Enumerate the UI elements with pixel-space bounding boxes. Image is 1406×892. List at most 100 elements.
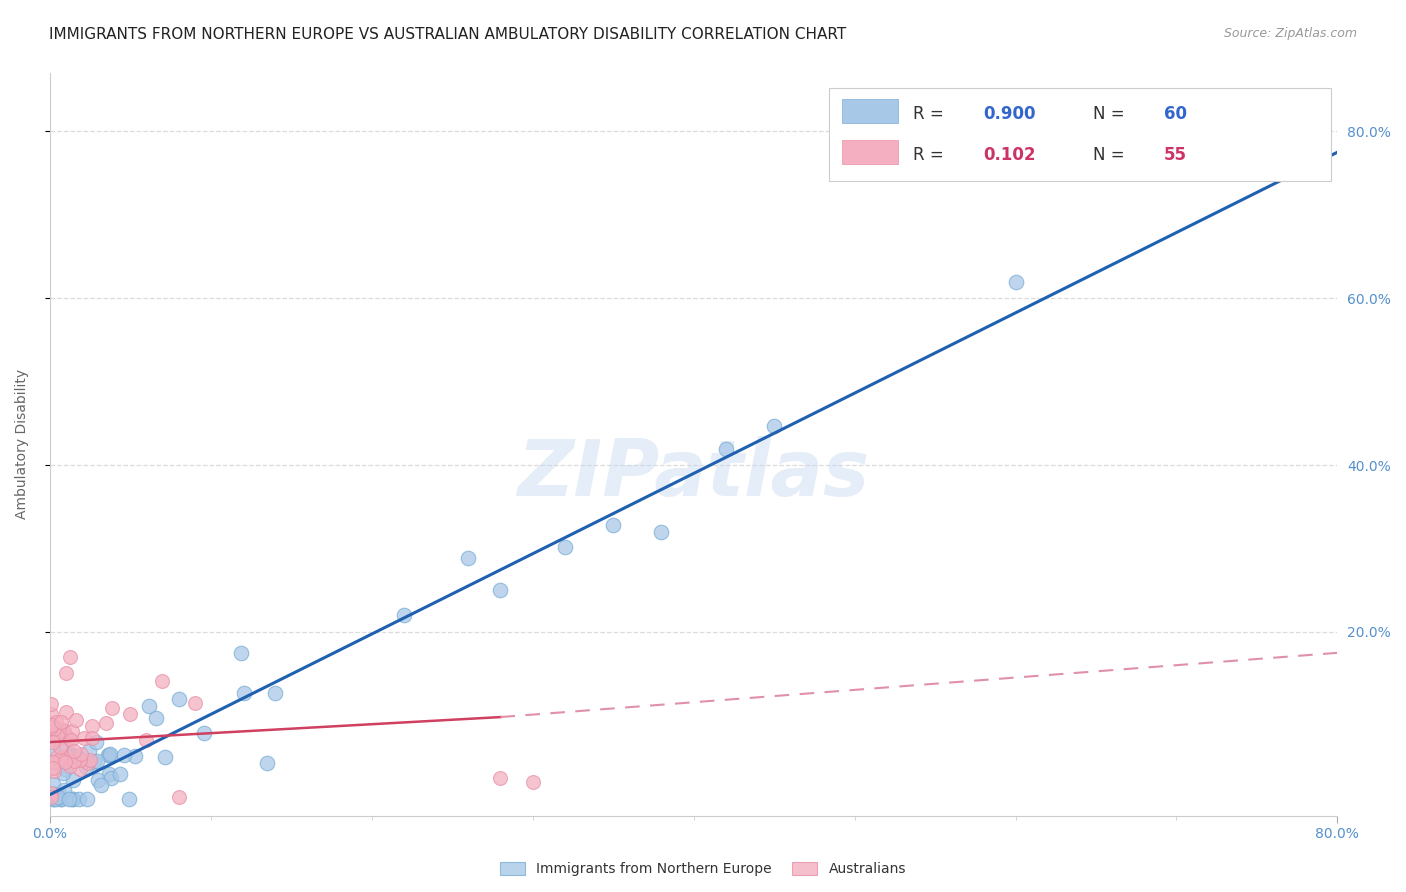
- Point: [82, 719, 104, 733]
- Text: R =: R =: [912, 105, 949, 123]
- Point: [62, 792, 84, 806]
- Point: [77, 756, 100, 770]
- Point: [120, 707, 142, 722]
- Point: [45, 792, 67, 806]
- Point: [90, 778, 112, 792]
- Point: [63, 744, 86, 758]
- Point: [53, 762, 76, 776]
- Point: [62, 773, 84, 788]
- Point: [55, 751, 77, 765]
- Text: IMMIGRANTS FROM NORTHERN EUROPE VS AUSTRALIAN AMBULATORY DISABILITY CORRELATION : IMMIGRANTS FROM NORTHERN EUROPE VS AUSTR…: [49, 27, 846, 42]
- Text: N =: N =: [1092, 145, 1129, 163]
- Text: 55: 55: [1164, 145, 1187, 163]
- Point: [86, 735, 108, 749]
- Text: N =: N =: [1092, 105, 1129, 123]
- Point: [58, 731, 80, 745]
- Point: [77, 744, 100, 758]
- Point: [42, 722, 65, 736]
- Point: [41, 717, 63, 731]
- Point: [56, 748, 79, 763]
- Point: [45, 714, 67, 729]
- Point: [457, 550, 479, 565]
- Point: [41, 718, 63, 732]
- Point: [65, 714, 87, 728]
- Point: [392, 608, 415, 623]
- Point: [554, 541, 576, 555]
- Point: [69, 753, 91, 767]
- Text: R =: R =: [912, 145, 949, 163]
- Point: [45, 721, 67, 735]
- Point: [53, 755, 76, 769]
- Point: [52, 754, 75, 768]
- Point: [52, 766, 75, 780]
- Point: [124, 748, 146, 763]
- Point: [60, 792, 83, 806]
- Point: [48, 789, 70, 803]
- Point: [118, 792, 141, 806]
- Point: [42, 731, 65, 746]
- Point: [69, 747, 91, 761]
- Point: [256, 756, 278, 770]
- Point: [42, 743, 65, 757]
- Point: [55, 705, 77, 719]
- Text: ZIPatlas: ZIPatlas: [517, 436, 870, 512]
- Point: [60, 748, 83, 763]
- Point: [41, 697, 63, 711]
- Point: [45, 728, 67, 742]
- Point: [42, 792, 65, 806]
- FancyBboxPatch shape: [842, 140, 898, 163]
- Point: [53, 782, 76, 797]
- Point: [51, 714, 73, 729]
- Point: [650, 525, 672, 540]
- Point: [135, 732, 157, 747]
- Point: [42, 735, 65, 749]
- Point: [98, 747, 121, 761]
- Point: [80, 731, 103, 746]
- Point: [46, 789, 69, 804]
- Point: [75, 760, 97, 774]
- Point: [94, 716, 117, 731]
- Point: [100, 771, 122, 785]
- Point: [41, 720, 63, 734]
- Point: [42, 764, 65, 778]
- Point: [152, 673, 174, 688]
- Point: [73, 731, 96, 745]
- Point: [98, 748, 121, 763]
- Point: [63, 748, 86, 763]
- Point: [41, 761, 63, 775]
- Point: [1004, 275, 1026, 289]
- Point: [59, 732, 82, 747]
- Point: [63, 754, 86, 768]
- Point: [169, 692, 191, 706]
- Point: [264, 686, 287, 700]
- Point: [48, 752, 70, 766]
- Point: [49, 792, 72, 806]
- Text: Source: ZipAtlas.com: Source: ZipAtlas.com: [1223, 27, 1357, 40]
- Point: [167, 790, 190, 805]
- Point: [1278, 153, 1301, 168]
- Text: 0.102: 0.102: [983, 145, 1036, 163]
- Point: [138, 698, 160, 713]
- Point: [97, 767, 120, 781]
- Point: [522, 775, 544, 789]
- Point: [49, 792, 72, 806]
- Point: [193, 725, 215, 739]
- Point: [112, 747, 135, 762]
- Point: [48, 732, 70, 747]
- Point: [489, 771, 512, 785]
- Point: [602, 518, 624, 533]
- Point: [763, 418, 786, 433]
- Point: [153, 750, 176, 764]
- Point: [52, 751, 75, 765]
- Point: [49, 740, 72, 755]
- Point: [41, 786, 63, 800]
- FancyBboxPatch shape: [828, 87, 1331, 181]
- Point: [76, 792, 98, 806]
- Point: [41, 790, 63, 805]
- Point: [52, 723, 75, 738]
- Legend: Immigrants from Northern Europe, Australians: Immigrants from Northern Europe, Austral…: [501, 863, 905, 876]
- Point: [83, 756, 105, 770]
- Point: [87, 772, 110, 787]
- Point: [69, 763, 91, 777]
- Point: [714, 442, 737, 456]
